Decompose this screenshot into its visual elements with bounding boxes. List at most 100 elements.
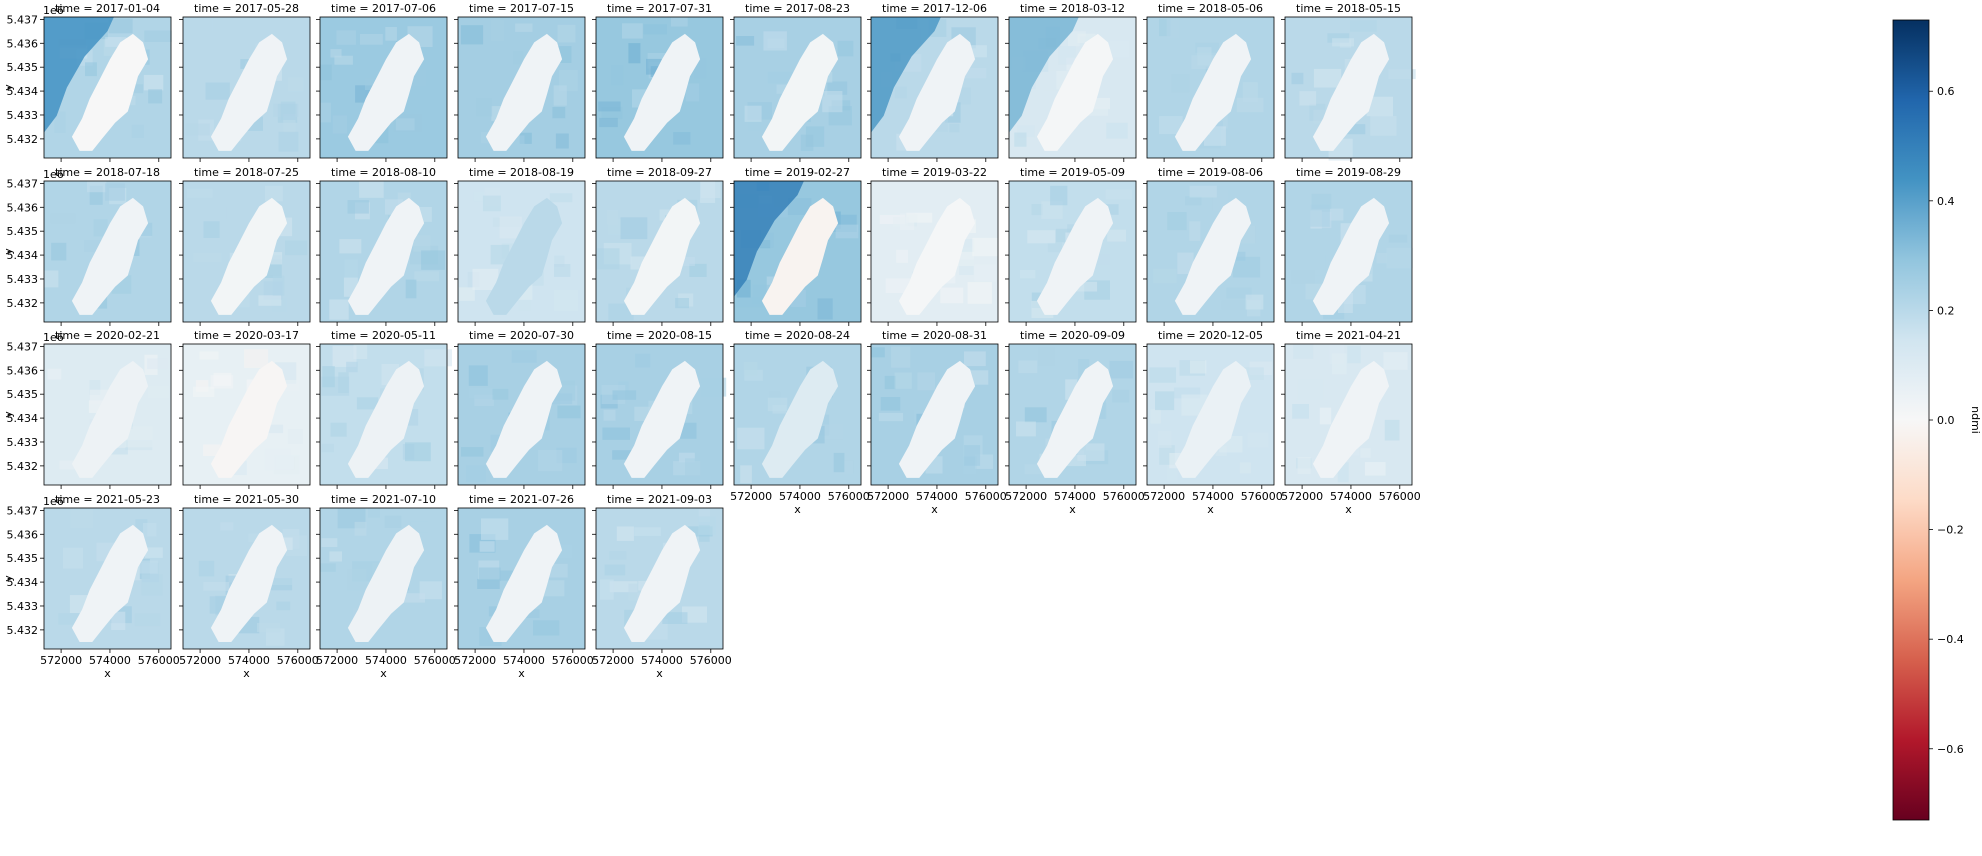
raster-patch <box>193 252 222 263</box>
raster-patch <box>673 132 691 145</box>
colorbar-tick-label: −0.2 <box>1937 524 1964 537</box>
facet-panel: time = 2020-07-30 <box>454 329 586 489</box>
raster-patch <box>620 217 648 240</box>
panel-frame <box>1284 343 1413 486</box>
raster-patch <box>280 380 299 391</box>
facet-title: time = 2021-07-26 <box>469 493 574 506</box>
lake-region <box>623 524 701 642</box>
raster-patch <box>1232 256 1261 278</box>
facet-panel: time = 2017-12-06 <box>867 2 999 162</box>
facet-title: time = 2019-08-29 <box>1296 166 1401 179</box>
raster-patch <box>1024 407 1047 423</box>
raster-patch <box>384 515 402 528</box>
facet-title: time = 2018-08-19 <box>469 166 574 179</box>
raster-patch <box>460 25 484 45</box>
y-tick-label: 5.436 <box>7 201 39 214</box>
raster-patch <box>1297 457 1311 475</box>
raster-patch <box>248 533 262 542</box>
y-tick-label: 5.435 <box>7 225 39 238</box>
panel-frame <box>319 180 448 323</box>
colorbar-tick-label: 0.2 <box>1937 304 1955 317</box>
lake-region <box>898 33 976 151</box>
lake-region <box>623 360 701 478</box>
panel-frame <box>319 343 448 486</box>
x-tick-label: 574000 <box>1330 490 1372 503</box>
facet-panel: time = 2018-05-06 <box>1143 2 1275 162</box>
raster-patch <box>332 345 357 367</box>
raster-patch <box>512 509 537 525</box>
raster-patch <box>500 570 518 581</box>
raster-patch <box>203 582 230 591</box>
raster-patch <box>554 255 565 267</box>
facet-panel: time = 2019-08-29 <box>1281 166 1413 326</box>
raster-patch <box>1065 454 1086 467</box>
raster-patch <box>320 563 336 572</box>
colorbar: −0.6 −0.4 −0.2 0.0 0.2 0.4 0.6 ndmi <box>1892 19 1982 821</box>
facet-title: time = 2017-07-31 <box>607 2 712 15</box>
raster-patch <box>1230 251 1246 261</box>
y-tick-label: 5.434 <box>7 576 39 589</box>
raster-patch <box>1291 72 1304 85</box>
x-tick-label: 572000 <box>316 654 358 667</box>
y-offset-text: 1e6 <box>43 495 64 508</box>
panel-frame <box>457 180 586 323</box>
panel-frame <box>1146 180 1275 323</box>
raster-patch <box>203 221 220 238</box>
raster-patch <box>147 386 169 398</box>
facet-title: time = 2021-05-30 <box>194 493 299 506</box>
raster-patch <box>1166 465 1178 481</box>
panel-frame <box>595 343 724 486</box>
colorbar-label: ndmi <box>1969 406 1982 434</box>
facet-panel: time = 2018-09-27 <box>592 166 724 326</box>
lake-region <box>1174 360 1252 478</box>
colorbar-tick-label: 0.0 <box>1937 414 1955 427</box>
raster-patch <box>700 181 721 199</box>
raster-patch <box>599 117 618 128</box>
facet-title: time = 2019-08-06 <box>1158 166 1263 179</box>
raster-patch <box>552 393 573 405</box>
panel-frame <box>457 507 586 650</box>
facet-panel: time = 2019-08-06 <box>1143 166 1275 326</box>
raster-patch <box>1189 185 1217 198</box>
lake-region <box>1174 197 1252 315</box>
raster-patch <box>405 442 431 462</box>
raster-patch <box>962 67 987 79</box>
raster-patch <box>1107 229 1127 242</box>
raster-patch <box>967 282 992 304</box>
facet-panel: time = 2017-08-23 <box>730 2 862 162</box>
raster-patch <box>1081 107 1109 116</box>
raster-patch <box>84 240 110 252</box>
facet-panel: time = 2021-09-03 572000 574000 576000 x <box>592 493 732 680</box>
facet-title: time = 2018-08-10 <box>331 166 436 179</box>
raster-patch <box>359 181 384 198</box>
raster-patch <box>410 521 429 533</box>
raster-patch <box>264 448 292 471</box>
panel-frame <box>1008 343 1137 486</box>
facet-title: time = 2020-08-15 <box>607 329 712 342</box>
raster-patch <box>338 372 349 393</box>
x-tick-label: 574000 <box>365 654 407 667</box>
raster-patch <box>85 62 97 77</box>
x-tick-label: 572000 <box>730 490 772 503</box>
raster-patch <box>1388 69 1416 80</box>
wet-zone <box>1009 17 1079 133</box>
raster-patch <box>1058 46 1076 65</box>
lake-region <box>898 197 976 315</box>
y-tick-label: 5.436 <box>7 37 39 50</box>
facet-panel: time = 2020-05-11 <box>316 329 452 489</box>
facet-title: time = 2021-09-03 <box>607 493 712 506</box>
x-axis-label: x <box>518 667 525 680</box>
facet-panel: time = 2020-09-09 572000 574000 576000 x <box>1005 329 1145 516</box>
raster-patch <box>1047 242 1062 253</box>
x-tick-label: 576000 <box>552 654 594 667</box>
facet-title: time = 2018-07-18 <box>55 166 160 179</box>
raster-patch <box>205 82 230 100</box>
raster-patch <box>1297 378 1324 400</box>
raster-patch <box>468 387 494 399</box>
raster-patch <box>213 372 232 386</box>
x-tick-label: 576000 <box>1379 490 1421 503</box>
x-tick-label: 576000 <box>690 654 732 667</box>
raster-patch <box>1226 287 1252 299</box>
panel-frame <box>1284 16 1413 159</box>
y-tick-label: 5.434 <box>7 249 39 262</box>
